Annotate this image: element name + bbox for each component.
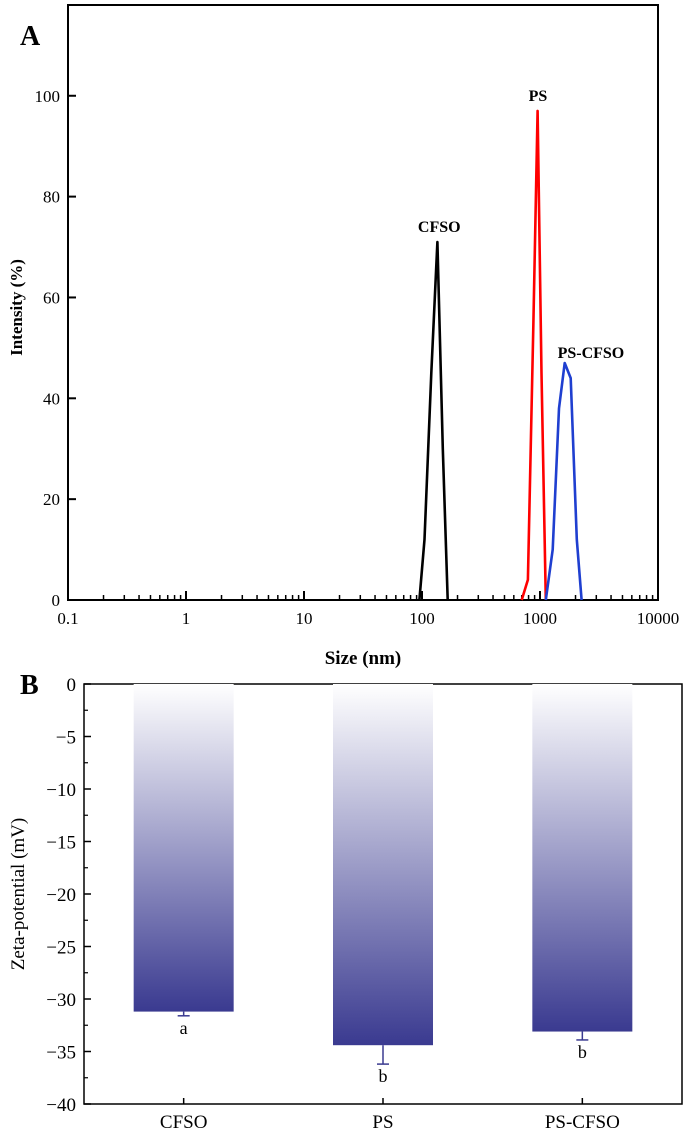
significance-label-ps-cfso: b <box>578 1042 587 1062</box>
y-tick-label-15: −15 <box>46 833 76 854</box>
x-tick-label-100: 100 <box>409 609 435 628</box>
y-tick-label-80: 80 <box>43 188 60 207</box>
y-tick-label-25: −25 <box>46 938 76 959</box>
plot-frame-a <box>67 4 659 601</box>
x-tick-label-1000: 1000 <box>523 609 557 628</box>
significance-label-ps: b <box>379 1066 388 1086</box>
y-tick-label-10: −10 <box>46 780 76 801</box>
panel-label-b: B <box>20 670 39 701</box>
y-tick-label-100: 100 <box>35 87 61 106</box>
zeta-potential-chart: B a b b CFSO PS PS-CFSO 0 −5 −10 −15 −20 −25 −30 −35… <box>8 670 683 1133</box>
series-label-cfso: CFSO <box>418 219 461 236</box>
series-label-ps-cfso: PS-CFSO <box>558 345 625 362</box>
bar-cfso <box>133 684 234 1012</box>
x-tick-label-1: 1 <box>182 609 191 628</box>
y-tick-label-30: −30 <box>46 990 76 1011</box>
series-line-ps-cfso <box>544 361 583 601</box>
y-tick-label-20: −20 <box>46 885 76 906</box>
series-label-ps: PS <box>529 88 548 105</box>
category-label-cfso: CFSO <box>160 1112 208 1133</box>
series-line-ps <box>520 109 548 601</box>
significance-label-cfso: a <box>180 1018 188 1038</box>
y-tick-label-0: 0 <box>52 591 61 610</box>
y-tick-label-60: 60 <box>43 288 60 307</box>
x-tick-label-10000: 10000 <box>637 609 680 628</box>
bar-ps <box>333 684 433 1046</box>
x-tick-label-10: 10 <box>296 609 313 628</box>
x-axis-label-a: Size (nm) <box>325 648 402 669</box>
panel-label-a: A <box>20 21 41 52</box>
y-tick-label-5: −5 <box>56 728 76 749</box>
y-tick-label-0: 0 <box>67 675 77 696</box>
series-line-cfso <box>418 240 449 601</box>
y-axis-label-b: Zeta-potential (mV) <box>8 818 29 970</box>
y-tick-label-40: −40 <box>46 1095 76 1116</box>
y-tick-label-35: −35 <box>46 1043 76 1064</box>
y-tick-label-40: 40 <box>43 389 60 408</box>
category-label-ps-cfso: PS-CFSO <box>545 1112 620 1133</box>
category-label-ps: PS <box>372 1112 393 1133</box>
x-tick-label-0-1: 0.1 <box>57 609 78 628</box>
bar-ps-cfso <box>532 684 633 1032</box>
y-tick-label-20: 20 <box>43 490 60 509</box>
y-axis-label-a: Intensity (%) <box>7 259 26 356</box>
size-distribution-chart: A 0.1 1 10 100 1000 10000 0 20 40 60 80 100 CFSO PS P… <box>7 4 680 669</box>
